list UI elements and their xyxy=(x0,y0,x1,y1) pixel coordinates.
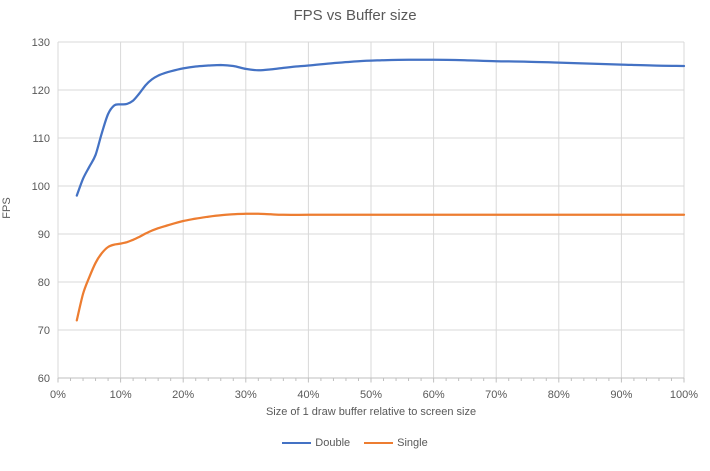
x-tick-label: 50% xyxy=(360,389,382,401)
series-line-single xyxy=(75,212,686,322)
y-tick-label: 90 xyxy=(38,229,50,241)
x-tick-label: 100% xyxy=(670,389,698,401)
y-tick-label: 60 xyxy=(38,373,50,385)
legend: Double Single xyxy=(0,435,710,451)
legend-item-single[interactable]: Single xyxy=(364,437,428,449)
legend-label-single: Single xyxy=(397,437,428,449)
single-line-swatch-icon xyxy=(364,441,394,445)
y-tick-label: 70 xyxy=(38,325,50,337)
y-axis-title: FPS xyxy=(1,197,13,219)
chart-title: FPS vs Buffer size xyxy=(293,7,417,24)
x-tick-label: 20% xyxy=(172,389,194,401)
y-tick-label: 120 xyxy=(32,85,50,97)
legend-label-double: Double xyxy=(315,437,351,449)
y-tick-label: 130 xyxy=(32,37,50,49)
legend-item-double[interactable]: Double xyxy=(282,437,350,449)
x-tick-label: 30% xyxy=(235,389,257,401)
x-tick-label: 60% xyxy=(423,389,445,401)
x-tick-label: 40% xyxy=(297,389,319,401)
x-tick-label: 0% xyxy=(50,389,66,401)
x-tick-label: 80% xyxy=(548,389,570,401)
double-line-swatch-icon xyxy=(282,441,312,445)
x-tick-label: 70% xyxy=(485,389,507,401)
y-tick-label: 80 xyxy=(38,277,50,289)
series-line-double xyxy=(75,58,686,197)
y-tick-label: 110 xyxy=(32,133,50,145)
x-tick-label: 90% xyxy=(610,389,632,401)
x-tick-label: 10% xyxy=(110,389,132,401)
y-tick-label: 100 xyxy=(32,181,50,193)
x-axis-title: Size of 1 draw buffer relative to screen… xyxy=(265,406,477,418)
